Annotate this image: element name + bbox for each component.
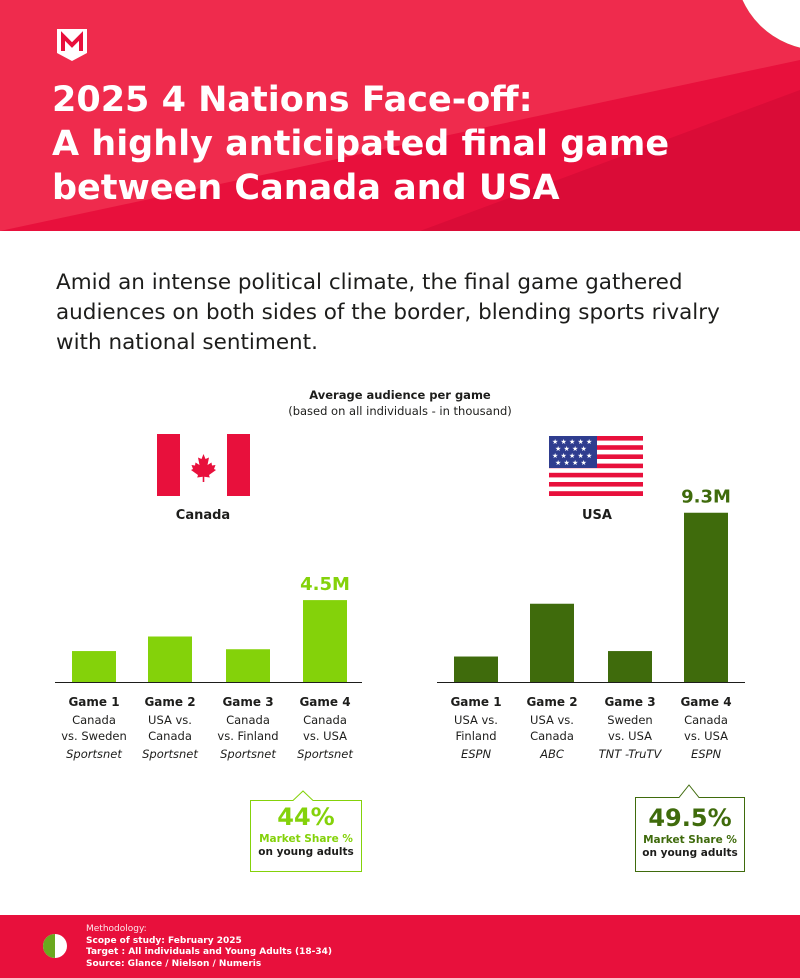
country-label-canada: Canada bbox=[175, 508, 231, 523]
tick-label: Game 4 bbox=[299, 695, 350, 709]
country-label-usa: USA bbox=[582, 508, 612, 523]
bar bbox=[72, 651, 116, 682]
tick-label: Game 4 bbox=[680, 695, 731, 709]
matchup-label: Sweden bbox=[607, 713, 652, 727]
young-adults-text: on young adults bbox=[258, 846, 354, 858]
matchup-label: Canada bbox=[530, 729, 574, 743]
methodology-line: Scope of study: February 2025 bbox=[86, 935, 242, 946]
broadcaster-label: TNT -TruTV bbox=[599, 747, 663, 761]
page-title: 2025 4 Nations Face-off: A highly antici… bbox=[52, 78, 752, 210]
matchup-label: vs. USA bbox=[684, 729, 728, 743]
svg-text:★ ★ ★ ★ ★: ★ ★ ★ ★ ★ bbox=[552, 452, 592, 460]
tick-label: Game 1 bbox=[450, 695, 501, 709]
matchup-label: Canada bbox=[226, 713, 270, 727]
intro-paragraph: Amid an intense political climate, the f… bbox=[56, 270, 720, 355]
title-line: between Canada and USA bbox=[52, 168, 560, 208]
market-share-text: Market Share % bbox=[259, 833, 353, 845]
market-share-text: Market Share % bbox=[643, 834, 737, 846]
matchup-label: USA vs. bbox=[454, 713, 498, 727]
title-line: 2025 4 Nations Face-off: bbox=[52, 80, 533, 120]
canada-market-share-value: 44% bbox=[277, 803, 335, 831]
broadcaster-label: Sportsnet bbox=[297, 747, 353, 761]
broadcaster-label: Sportsnet bbox=[220, 747, 276, 761]
tick-label: Game 2 bbox=[144, 695, 195, 709]
canada-callout-box bbox=[250, 790, 362, 872]
methodology-note: Methodology: Scope of study: February 20… bbox=[86, 924, 332, 970]
half-circle-icon bbox=[43, 934, 67, 958]
tick-label: Game 1 bbox=[68, 695, 119, 709]
bar bbox=[530, 603, 574, 682]
matchup-label: Canada bbox=[684, 713, 728, 727]
svg-text:★ ★ ★ ★: ★ ★ ★ ★ bbox=[555, 459, 587, 467]
bar bbox=[226, 649, 270, 682]
bar bbox=[608, 651, 652, 682]
chart-subtitle: (based on all individuals - in thousand) bbox=[288, 404, 512, 418]
methodology-line: Target : All individuals and Young Adult… bbox=[86, 947, 332, 957]
young-adults-text: on young adults bbox=[642, 847, 738, 859]
matchup-label: vs. Sweden bbox=[61, 729, 127, 743]
matchup-label: Canada bbox=[72, 713, 116, 727]
matchup-label: USA vs. bbox=[530, 713, 574, 727]
header-background bbox=[0, 0, 800, 231]
bar bbox=[148, 636, 192, 682]
footer-bar bbox=[0, 915, 800, 978]
bar bbox=[684, 512, 728, 682]
usa-market-share-value: 49.5% bbox=[648, 804, 732, 832]
tick-label: Game 3 bbox=[604, 695, 655, 709]
bar-charts: Game 1 Canada vs. Sweden Sportsnet Game 2 USA… bbox=[55, 487, 745, 761]
methodology-line: Source: Glance / Nielson / Numeris bbox=[86, 958, 262, 969]
matchup-label: Canada bbox=[148, 729, 192, 743]
svg-text:★ ★ ★ ★ ★: ★ ★ ★ ★ ★ bbox=[552, 438, 592, 446]
usa-flag-icon: ★ ★ ★ ★ ★ ★ ★ ★ ★ ★ ★ ★ ★ ★ ★ ★ ★ ★ bbox=[549, 436, 643, 496]
svg-text:★ ★ ★ ★: ★ ★ ★ ★ bbox=[555, 445, 587, 453]
matchup-label: vs. Finland bbox=[217, 729, 278, 743]
broadcaster-label: ABC bbox=[539, 747, 564, 761]
brand-logo-icon bbox=[57, 29, 87, 61]
usa-market-share-label: Market Share % on young adults bbox=[635, 834, 745, 860]
broadcaster-label: Sportsnet bbox=[66, 747, 122, 761]
tick-label: Game 2 bbox=[526, 695, 577, 709]
header-banner: 2025 4 Nations Face-off: A highly antici… bbox=[0, 0, 800, 231]
methodology-heading: Methodology: bbox=[86, 924, 147, 934]
data-label: 4.5M bbox=[300, 574, 350, 595]
matchup-label: USA vs. bbox=[148, 713, 192, 727]
title-line: A highly anticipated final game bbox=[52, 124, 670, 164]
bar bbox=[303, 600, 347, 682]
data-label: 9.3M bbox=[681, 487, 731, 508]
matchup-label: Canada bbox=[303, 713, 347, 727]
broadcaster-label: ESPN bbox=[461, 747, 492, 761]
chart-title: Average audience per game bbox=[309, 388, 491, 402]
canada-flag-icon bbox=[157, 434, 250, 496]
usa-callout-box bbox=[635, 784, 745, 872]
matchup-label: vs. USA bbox=[303, 729, 347, 743]
matchup-label: Finland bbox=[455, 729, 496, 743]
matchup-label: vs. USA bbox=[608, 729, 652, 743]
bar bbox=[454, 656, 498, 682]
broadcaster-label: Sportsnet bbox=[142, 747, 198, 761]
tick-label: Game 3 bbox=[222, 695, 273, 709]
canada-market-share-label: Market Share % on young adults bbox=[250, 833, 362, 859]
broadcaster-label: ESPN bbox=[691, 747, 722, 761]
